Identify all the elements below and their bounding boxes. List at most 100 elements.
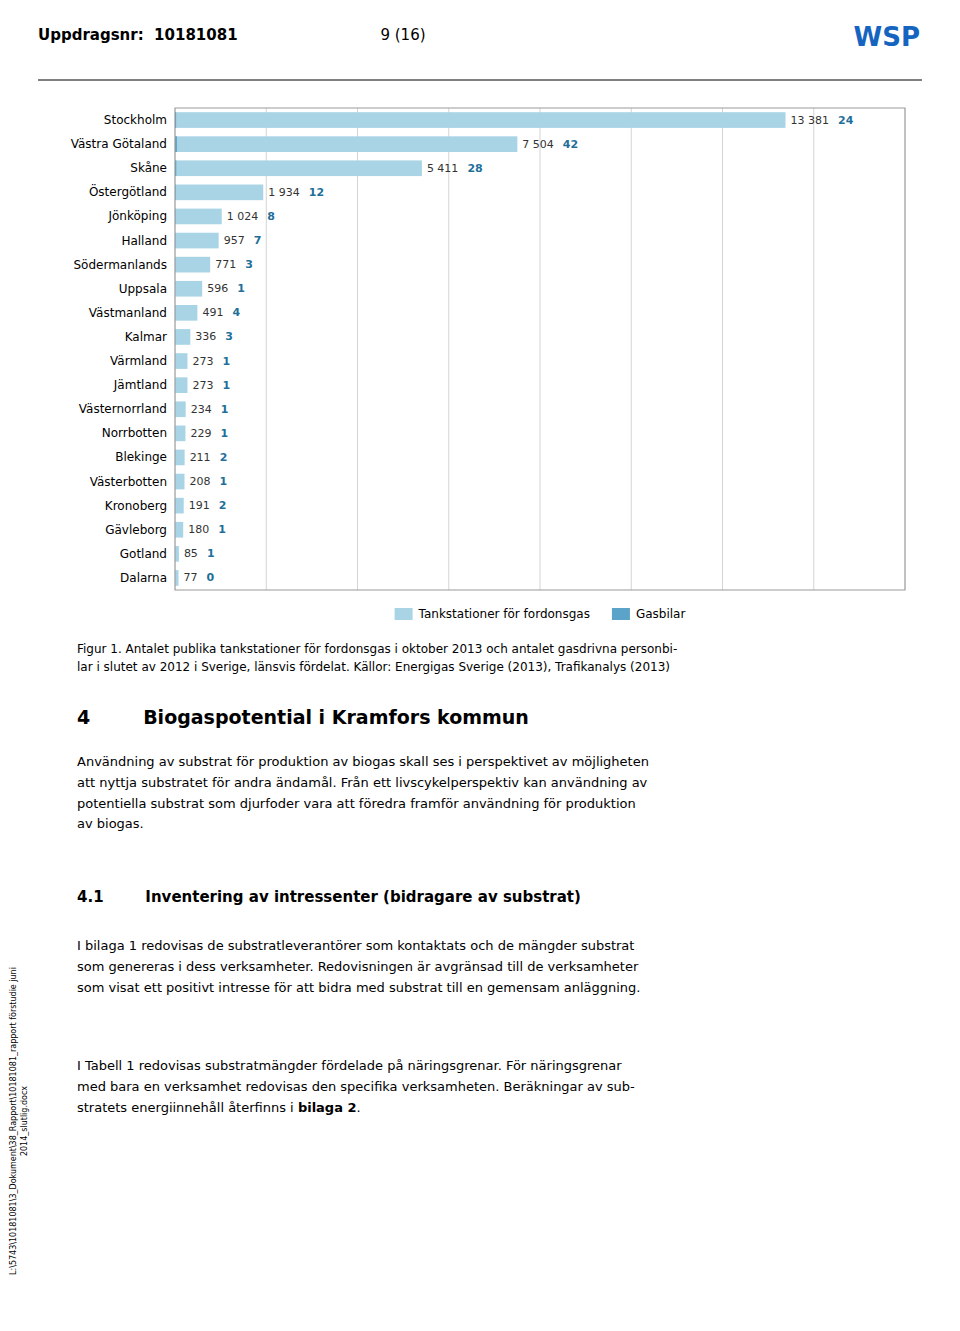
grid-line [357, 108, 358, 590]
data-label: 12 [309, 186, 324, 199]
data-label: 1 024 [227, 210, 259, 223]
data-label: 191 [189, 499, 210, 512]
data-label: 491 [202, 306, 223, 319]
legend-label: Tankstationer för fordonsgas [418, 607, 590, 621]
bar [175, 160, 422, 176]
y-tick-label: Södermanlands [74, 258, 168, 272]
y-tick-label: Värmland [110, 354, 167, 368]
data-label: 28 [467, 162, 482, 175]
grid-line [813, 108, 814, 590]
bar [175, 570, 179, 586]
data-label: 229 [190, 427, 211, 440]
sidebar-text: L:\5743\10181081\3_Dokument\38_Rapport\1… [8, 967, 30, 1275]
y-tick-label: Dalarna [120, 571, 167, 585]
bar [175, 353, 187, 369]
data-label: 77 [184, 571, 198, 584]
y-tick-label: Halland [121, 234, 167, 248]
bar [175, 546, 179, 562]
paragraph: Användning av substrat för produktion av… [77, 752, 649, 835]
logo: WSP [854, 22, 920, 52]
paragraph-part: bilaga 2 [298, 1100, 357, 1115]
y-tick-label: Skåne [130, 161, 167, 175]
data-label: 42 [563, 138, 578, 151]
y-tick-label: Västerbotten [90, 475, 167, 489]
data-label: 3 [225, 330, 233, 343]
data-label: 7 [254, 234, 262, 247]
grid-line [722, 108, 723, 590]
grid-line [631, 108, 632, 590]
data-label: 5 411 [427, 162, 459, 175]
data-label: 0 [207, 571, 215, 584]
bars [175, 112, 786, 586]
data-label: 3 [245, 258, 253, 271]
figure-caption: Figur 1. Antalet publika tankstationer f… [77, 640, 677, 676]
y-tick-label: Jämtland [113, 378, 167, 392]
data-label: 1 [237, 282, 245, 295]
data-label: 336 [195, 330, 216, 343]
data-label: 1 [218, 523, 226, 536]
grid-line [540, 108, 541, 590]
bar [175, 426, 185, 442]
bar [175, 136, 517, 152]
plot-frame [175, 108, 905, 590]
y-tick-label: Västmanland [89, 306, 167, 320]
data-label: 957 [224, 234, 245, 247]
data-label: 2 [220, 451, 228, 464]
data-label: 208 [189, 475, 210, 488]
bar [175, 522, 183, 538]
data-label: 771 [215, 258, 236, 271]
data-label: 8 [267, 210, 275, 223]
bar [175, 112, 786, 128]
data-label: 1 [221, 403, 229, 416]
y-tick-label: Stockholm [104, 113, 167, 127]
y-tick-label: Västra Götaland [71, 137, 167, 151]
y-tick-label: Kalmar [125, 330, 167, 344]
data-label: 4 [232, 306, 240, 319]
data-label: 1 [219, 475, 227, 488]
header-center: 9 (16) [380, 26, 425, 44]
data-label: 24 [838, 114, 854, 127]
data-label: 1 934 [268, 186, 300, 199]
data-label: 1 [207, 547, 215, 560]
y-tick-label: Blekinge [115, 450, 167, 464]
section-heading: 4 Biogaspotential i Kramfors kommun [77, 706, 529, 728]
bar [175, 257, 210, 273]
data-label: 7 504 [522, 138, 554, 151]
data-label: 1 [222, 379, 230, 392]
bar [175, 377, 187, 393]
bar [175, 329, 190, 345]
subsection-heading: 4.1 Inventering av intressenter (bidraga… [77, 888, 581, 906]
data-label: 234 [191, 403, 212, 416]
bar [175, 185, 263, 201]
data-label: 273 [192, 355, 213, 368]
y-tick-label: Gävleborg [105, 523, 167, 537]
chart: DalarnaGotlandGävleborgKronobergVästerbo… [71, 108, 905, 621]
y-axis: DalarnaGotlandGävleborgKronobergVästerbo… [71, 113, 167, 585]
bar [175, 450, 185, 466]
data-label: 13 381 [791, 114, 830, 127]
bar [175, 498, 184, 514]
paragraph: I Tabell 1 redovisas substratmängder för… [77, 1056, 635, 1118]
data-label: 211 [190, 451, 211, 464]
bar [175, 474, 184, 490]
data-label: 1 [220, 427, 228, 440]
y-tick-label: Gotland [120, 547, 167, 561]
bar [175, 305, 197, 321]
header-left: Uppdragsnr: 10181081 [38, 26, 238, 44]
data-label: 85 [184, 547, 198, 560]
legend-swatch [395, 608, 413, 620]
bar [175, 209, 222, 225]
y-tick-label: Östergötland [89, 183, 167, 199]
y-tick-label: Norrbotten [102, 426, 167, 440]
y-tick-label: Uppsala [119, 282, 167, 296]
bar [175, 233, 219, 249]
data-labels: 7708511801191220812112229123412731273133… [184, 114, 854, 585]
legend-swatch [612, 608, 630, 620]
data-label: 273 [192, 379, 213, 392]
paragraph-part: . [357, 1100, 361, 1115]
legend: Tankstationer för fordonsgasGasbilar [395, 607, 686, 621]
bar [175, 401, 186, 417]
data-label: 180 [188, 523, 209, 536]
grid-line [448, 108, 449, 590]
paragraph: I bilaga 1 redovisas de substratleverant… [77, 936, 641, 998]
